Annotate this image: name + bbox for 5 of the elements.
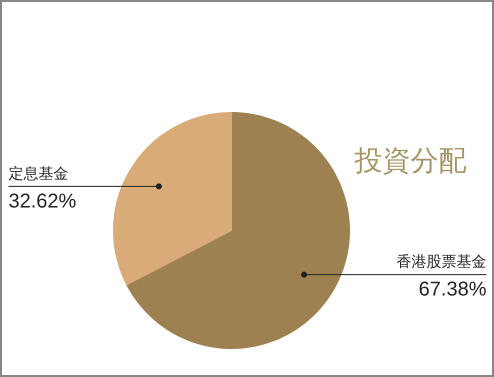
data-label: 67.38% — [418, 278, 487, 301]
text: 投資分配 — [354, 145, 466, 176]
slice-label: 定息基金 — [8, 165, 68, 182]
data-label: 32.62% — [8, 190, 77, 212]
slice-label: 香港股票基金 — [396, 254, 486, 271]
